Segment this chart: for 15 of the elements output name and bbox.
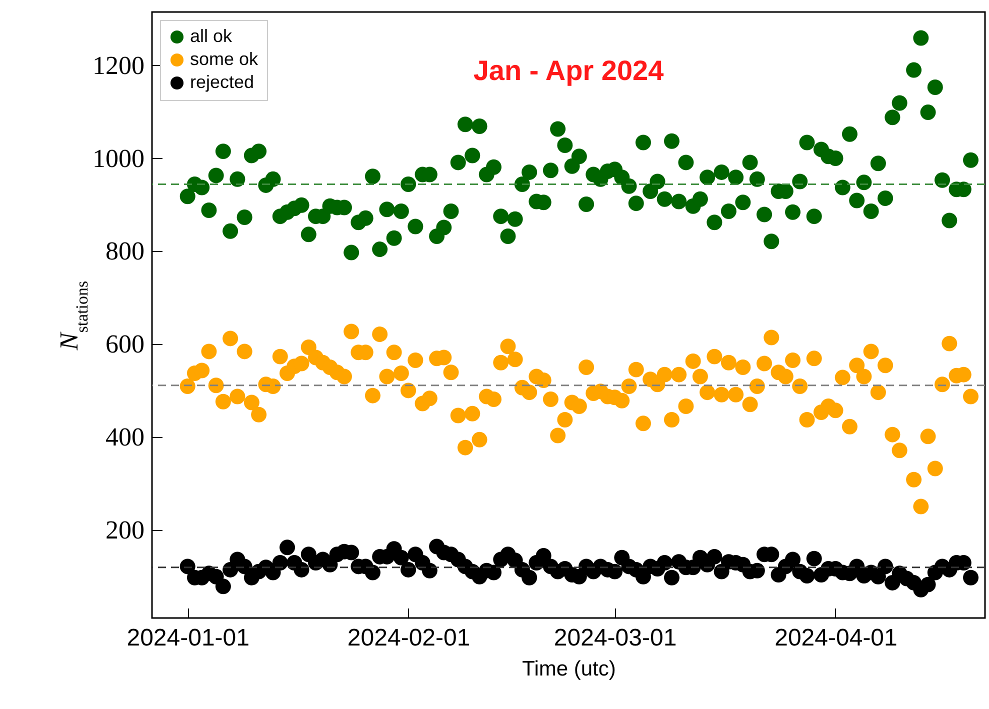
legend-label: rejected — [190, 72, 254, 92]
text: Jan - Apr 2024 — [473, 55, 664, 86]
x-tick-label: 2024-03-01 — [554, 624, 677, 652]
legend-label: some ok — [190, 49, 260, 69]
x-axis-title: Time (utc) — [522, 658, 616, 680]
y-tick-label: 400 — [106, 422, 144, 452]
x-tick-label: 2024-02-01 — [347, 624, 470, 652]
y-tick-label: 600 — [106, 330, 144, 359]
y-tick-label: 200 — [106, 515, 144, 544]
y-tick-label: 1200 — [92, 50, 144, 80]
y-tick-label: 800 — [106, 236, 144, 266]
x-tick-label: 2024-04-01 — [774, 624, 898, 652]
y-tick-label: 1000 — [92, 144, 144, 173]
x-tick-label: 2024-01-01 — [126, 624, 250, 652]
legend-label: all ok — [190, 26, 234, 46]
